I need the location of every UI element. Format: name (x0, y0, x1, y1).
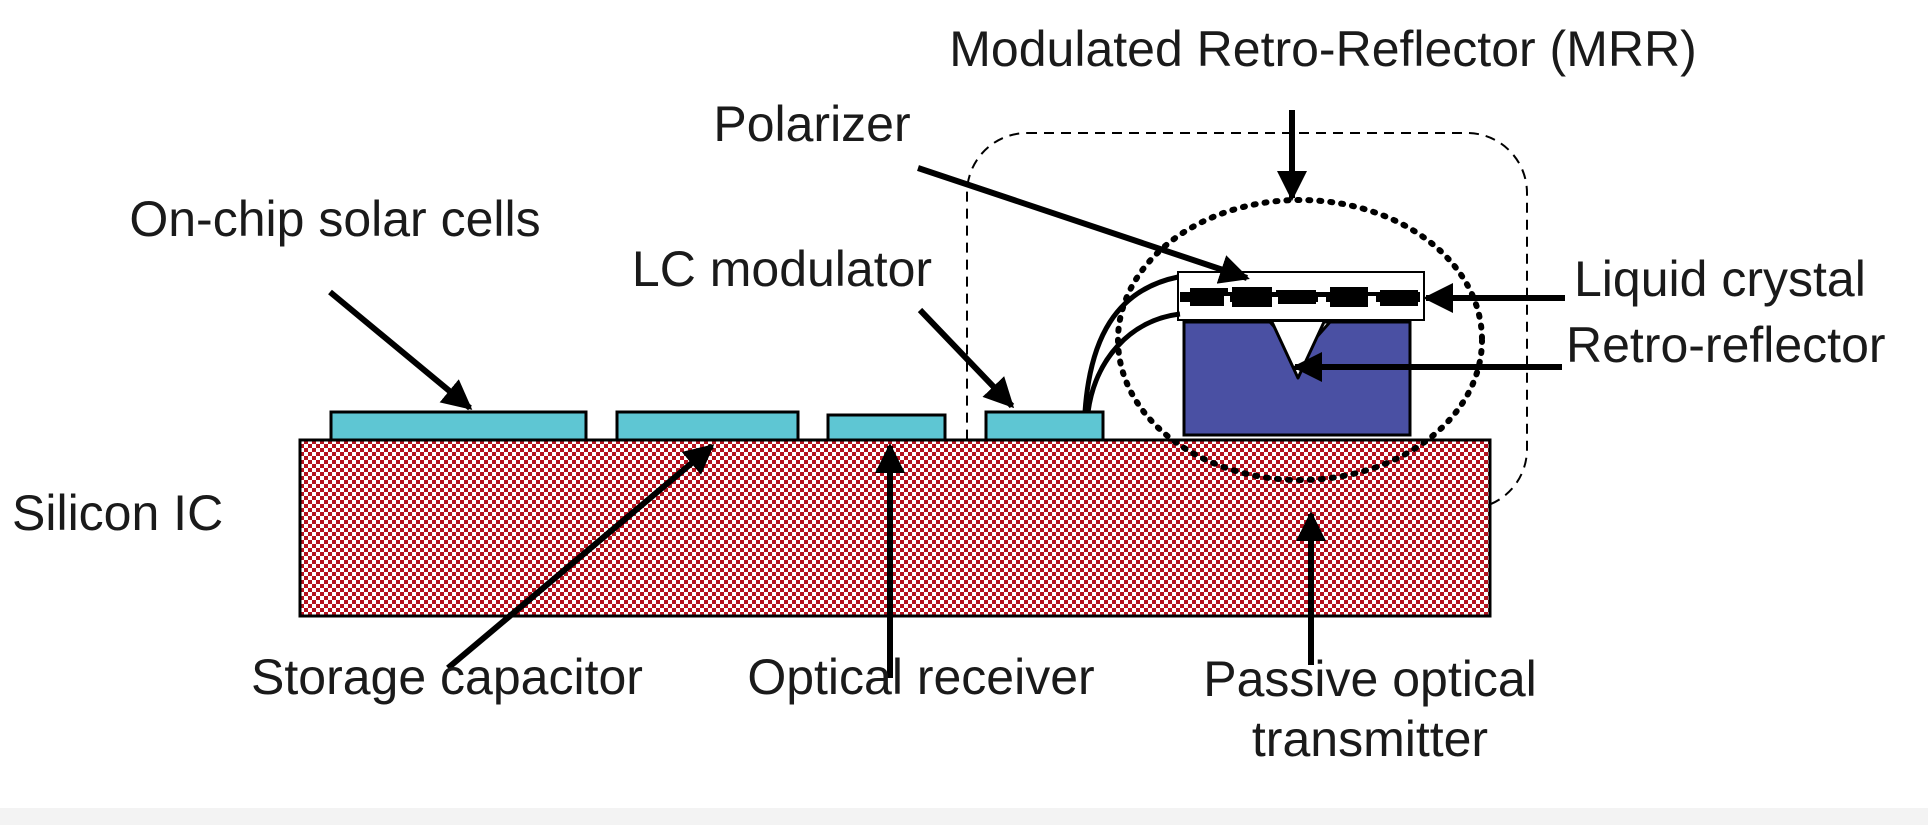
arrow-lc-modulator (917, 307, 1015, 409)
storage-capacitor-pad (615, 410, 800, 442)
lc-wire-upper (1082, 274, 1179, 413)
label-passive-transmitter-line1: Passive optical (1203, 651, 1537, 707)
lc-modulator-pad (984, 410, 1105, 442)
label-retro-reflector: Retro-reflector (1566, 317, 1886, 373)
label-storage-capacitor: Storage capacitor (251, 649, 643, 705)
label-lc-modulator: LC modulator (632, 241, 932, 297)
label-passive-transmitter-line2: transmitter (1252, 711, 1488, 767)
optical-receiver-pad (826, 413, 947, 442)
label-optical-receiver: Optical receiver (747, 649, 1094, 705)
liquid-crystal-layer (1180, 287, 1420, 307)
label-solar-cells: On-chip solar cells (129, 191, 540, 247)
lc-wire-lower (1085, 311, 1181, 413)
label-polarizer: Polarizer (713, 96, 910, 152)
arrow-polarizer (917, 165, 1250, 284)
label-mrr: Modulated Retro-Reflector (MRR) (949, 21, 1696, 77)
label-liquid-crystal: Liquid crystal (1574, 251, 1866, 307)
arrow-solar-cells (328, 289, 473, 411)
label-silicon-ic: Silicon IC (12, 485, 223, 541)
solar-cell-pad (329, 410, 588, 442)
bottom-band (0, 808, 1928, 825)
arrow-storage-capacitor (446, 443, 715, 671)
